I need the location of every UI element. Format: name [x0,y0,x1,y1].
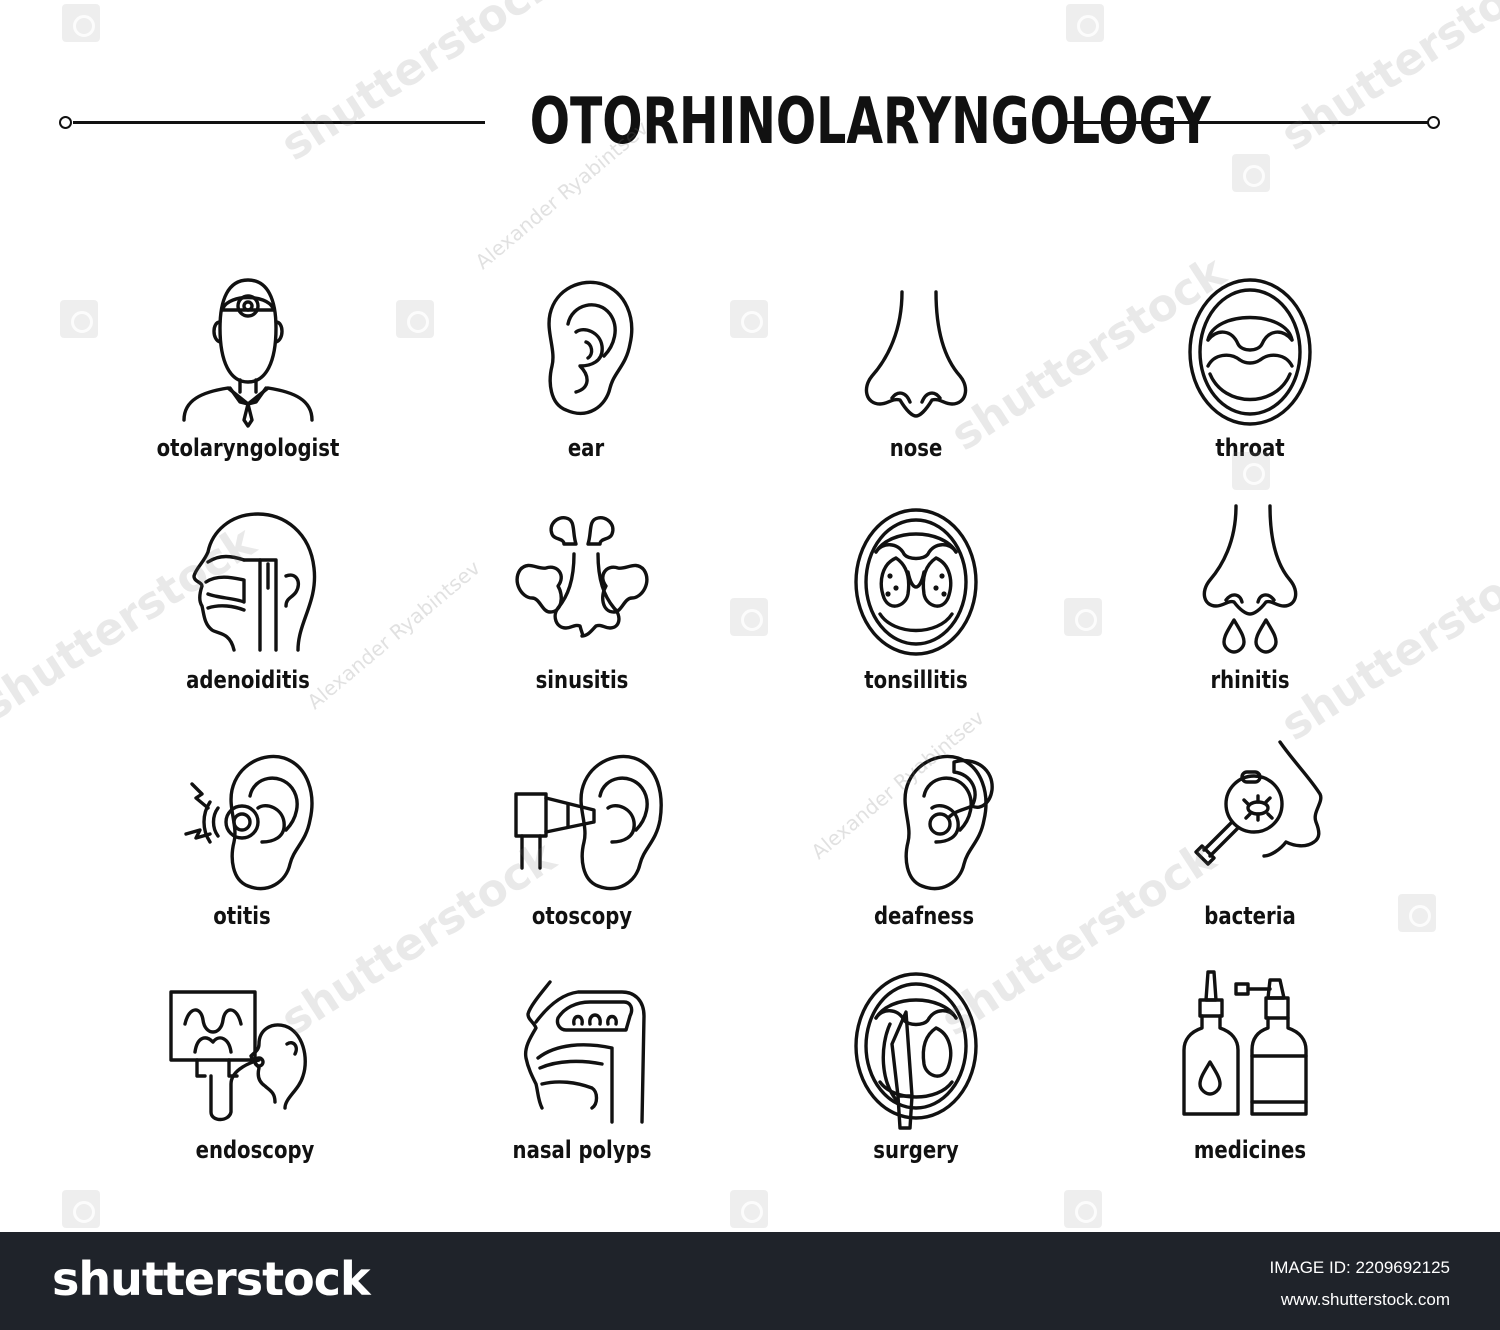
page-title: OTORHINOLARYNGOLOGY [529,85,1211,159]
open-mouth-throat-icon [1170,270,1330,430]
runny-nose-icon [1170,502,1330,662]
throat-surgery-icon [836,972,996,1132]
sinuses-icon [502,502,662,662]
painful-ear-icon [162,738,322,898]
icon-card-deafness: deafness [804,738,1044,958]
icon-label: ear [567,434,605,462]
doctor-with-head-mirror-icon [168,270,328,430]
icon-label: otoscopy [531,902,633,930]
watermark-mark [730,300,768,338]
icon-card-adenoiditis: adenoiditis [128,502,368,722]
watermark-mark [1398,894,1436,932]
icon-label: surgery [873,1136,959,1164]
title-rule-right [1067,121,1431,124]
image-id-line: IMAGE ID: 2209692125 [1269,1258,1450,1278]
nose-icon [836,270,996,430]
watermark-mark [1064,598,1102,636]
icon-label: rhinitis [1210,666,1290,694]
icon-label: medicines [1193,1136,1307,1164]
title-rule-left [73,121,485,124]
magnifier-bacteria-icon [1170,738,1330,898]
icon-card-rhinitis: rhinitis [1130,502,1370,722]
icon-card-bacteria: bacteria [1130,738,1370,958]
icon-label: deafness [873,902,975,930]
icon-label: nose [889,434,943,462]
icon-set-artboard: OTORHINOLARYNGOLOGY otolaryngologist [0,0,1500,1228]
icon-card-endoscopy: endoscopy [135,972,375,1192]
title-row: OTORHINOLARYNGOLOGY [55,78,1447,168]
nasal-polyps-icon [502,972,662,1132]
watermark-mark [62,1190,100,1228]
icon-card-medicines: medicines [1130,970,1370,1192]
icon-card-surgery: surgery [796,972,1036,1192]
watermark-mark [730,1190,768,1228]
footer-url: www.shutterstock.com [1280,1290,1450,1309]
icon-label: sinusitis [535,666,629,694]
icon-label: nasal polyps [512,1136,652,1164]
icon-card-otolaryngologist: otolaryngologist [128,270,368,490]
stock-footer-bar: shutterstock IMAGE ID: 2209692125 www.sh… [0,1232,1500,1330]
shutterstock-logo: shutterstock [52,1252,371,1306]
watermark-mark [60,300,98,338]
otoscope-ear-icon [502,738,663,898]
watermark-mark [1064,1190,1102,1228]
icon-label: endoscopy [195,1136,315,1164]
hearing-aid-ear-icon [844,738,1004,898]
ear-icon [506,270,666,430]
icon-label: throat [1215,434,1285,462]
rule-endcap-right [1427,116,1440,129]
watermark-mark [396,300,434,338]
icon-card-throat: throat [1130,270,1370,490]
icon-label: tonsillitis [864,666,968,694]
icon-card-sinusitis: sinusitis [462,502,702,722]
icon-card-nose: nose [796,270,1036,490]
endoscopy-monitor-icon [169,972,335,1132]
watermark-mark [1066,4,1104,42]
nasal-spray-bottles-icon [1170,970,1330,1132]
watermark-mark [62,4,100,42]
icon-card-nasal-polyps: nasal polyps [462,972,702,1192]
icon-label: otolaryngologist [156,434,340,462]
icon-card-otitis: otitis [122,738,362,958]
inflamed-tonsils-icon [836,502,996,662]
icon-label: otitis [213,902,271,930]
icon-label: bacteria [1204,902,1296,930]
icon-card-ear: ear [466,270,706,490]
watermark-mark [730,598,768,636]
icon-label: adenoiditis [186,666,310,694]
image-id-label: IMAGE ID: [1269,1258,1351,1277]
image-id-value: 2209692125 [1355,1258,1450,1277]
rule-endcap-left [59,116,72,129]
head-cross-section-icon [168,502,328,662]
icon-card-otoscopy: otoscopy [462,738,702,958]
icon-card-tonsillitis: tonsillitis [796,502,1036,722]
